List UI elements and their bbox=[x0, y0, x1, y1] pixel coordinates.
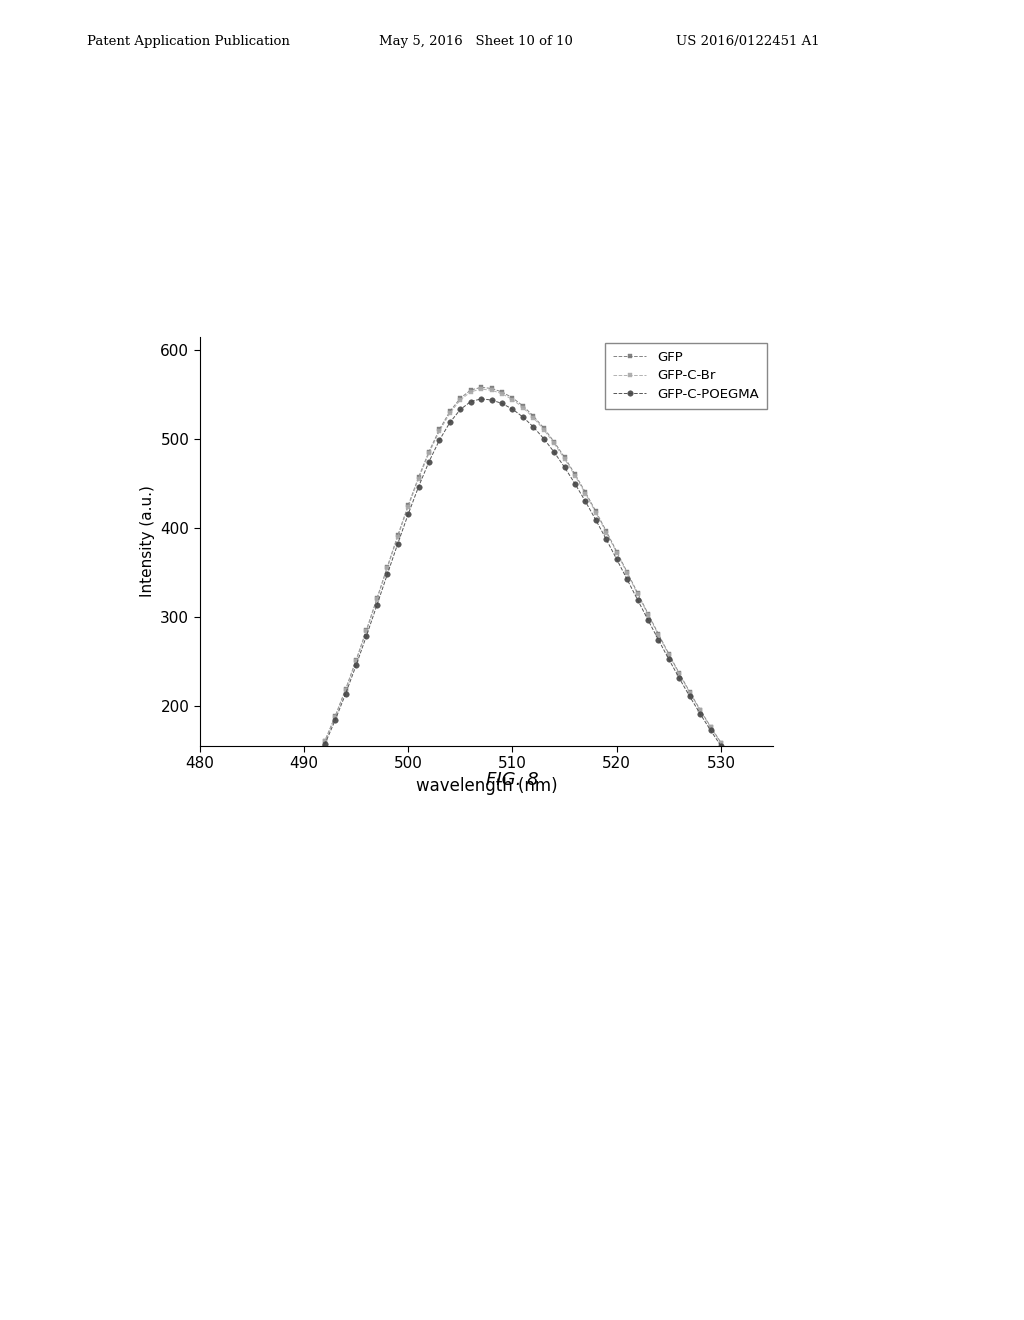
GFP-C-POEGMA bbox=[580, 494, 592, 510]
GFP-C-Br bbox=[652, 627, 665, 643]
Line: GFP: GFP bbox=[228, 385, 775, 866]
Legend: GFP, GFP-C-Br, GFP-C-POEGMA: GFP, GFP-C-Br, GFP-C-POEGMA bbox=[605, 343, 767, 409]
GFP-C-POEGMA bbox=[652, 632, 665, 648]
GFP-C-Br bbox=[548, 436, 560, 451]
Text: Patent Application Publication: Patent Application Publication bbox=[87, 34, 290, 48]
GFP-C-Br bbox=[475, 381, 487, 397]
Y-axis label: Intensity (a.u.): Intensity (a.u.) bbox=[139, 486, 155, 597]
GFP-C-Br bbox=[715, 735, 727, 751]
GFP bbox=[580, 484, 592, 500]
GFP-C-Br bbox=[558, 451, 570, 467]
GFP-C-POEGMA bbox=[475, 391, 487, 407]
GFP bbox=[715, 735, 727, 751]
GFP bbox=[558, 450, 570, 466]
GFP-C-POEGMA bbox=[548, 445, 560, 461]
GFP bbox=[767, 799, 779, 814]
GFP bbox=[548, 434, 560, 450]
GFP bbox=[475, 379, 487, 395]
Line: GFP-C-POEGMA: GFP-C-POEGMA bbox=[228, 396, 776, 866]
GFP-C-POEGMA bbox=[715, 738, 727, 754]
GFP-C-Br bbox=[580, 486, 592, 502]
Line: GFP-C-Br: GFP-C-Br bbox=[228, 387, 775, 866]
GFP bbox=[652, 626, 665, 642]
GFP-C-Br bbox=[371, 591, 383, 607]
Text: FIG. 8: FIG. 8 bbox=[485, 771, 539, 789]
Text: May 5, 2016   Sheet 10 of 10: May 5, 2016 Sheet 10 of 10 bbox=[379, 34, 572, 48]
GFP-C-POEGMA bbox=[371, 597, 383, 612]
Text: US 2016/0122451 A1: US 2016/0122451 A1 bbox=[676, 34, 819, 48]
GFP-C-Br bbox=[225, 855, 238, 871]
GFP-C-POEGMA bbox=[767, 801, 779, 817]
GFP bbox=[371, 590, 383, 606]
GFP bbox=[225, 855, 238, 871]
GFP-C-POEGMA bbox=[225, 855, 238, 871]
GFP-C-POEGMA bbox=[558, 459, 570, 475]
GFP-C-Br bbox=[767, 799, 779, 814]
X-axis label: wavelength (nm): wavelength (nm) bbox=[416, 776, 557, 795]
